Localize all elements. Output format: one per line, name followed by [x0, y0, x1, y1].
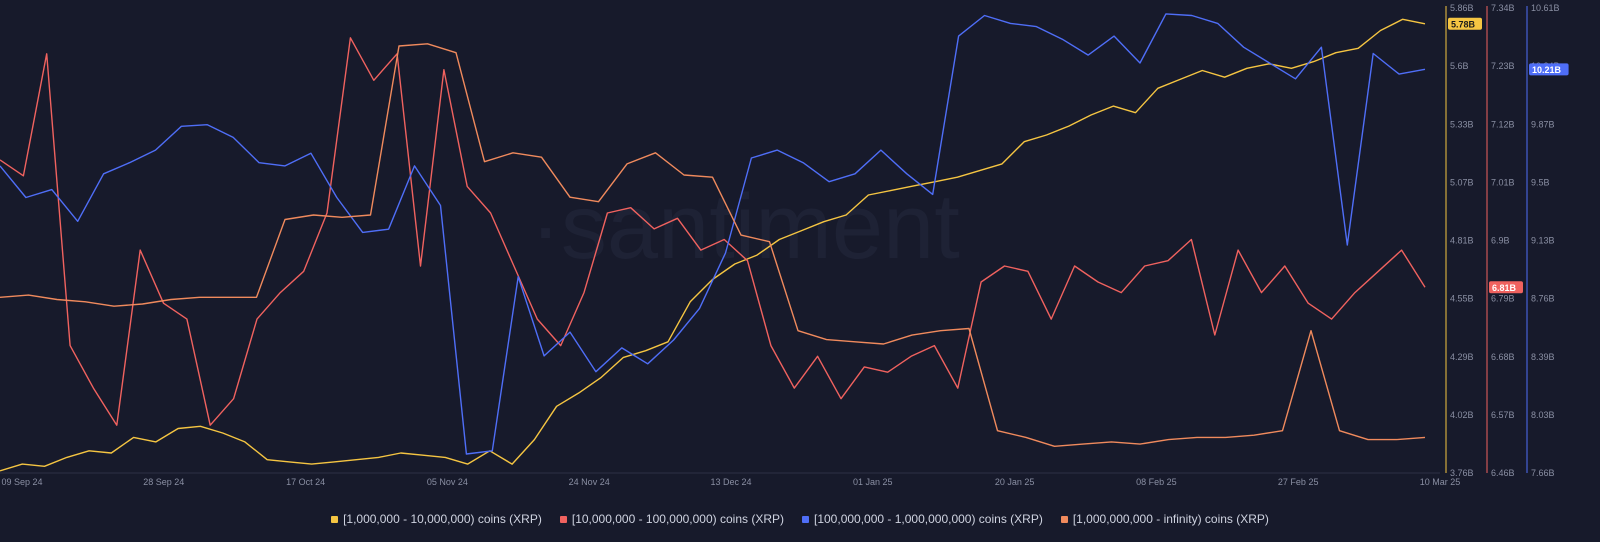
x-tick-label: 27 Feb 25	[1278, 477, 1319, 487]
x-tick-label: 24 Nov 24	[569, 477, 610, 487]
y-tick-label: 9.87B	[1531, 119, 1555, 129]
legend-item[interactable]: [100,000,000 - 1,000,000,000) coins (XRP…	[802, 512, 1043, 526]
current-value-label: 6.81B	[1492, 283, 1517, 293]
y-tick-label: 3.76B	[1450, 468, 1474, 478]
y-tick-label: 7.12B	[1491, 119, 1515, 129]
y-tick-label: 6.57B	[1491, 410, 1515, 420]
y-tick-label: 8.03B	[1531, 410, 1555, 420]
y-tick-label: 6.46B	[1491, 468, 1515, 478]
series-line	[0, 37, 1426, 426]
y-tick-label: 7.34B	[1491, 3, 1515, 13]
y-tick-label: 4.81B	[1450, 236, 1474, 246]
x-tick-label: 05 Nov 24	[427, 477, 468, 487]
series-line	[0, 13, 1426, 455]
x-tick-label: 20 Jan 25	[995, 477, 1035, 487]
series-line	[0, 43, 1426, 447]
y-tick-label: 4.55B	[1450, 294, 1474, 304]
current-value-label: 10.21B	[1532, 65, 1562, 75]
y-tick-label: 4.29B	[1450, 352, 1474, 362]
y-tick-label: 8.39B	[1531, 352, 1555, 362]
y-tick-label: 6.79B	[1491, 294, 1515, 304]
legend-label: [1,000,000 - 10,000,000) coins (XRP)	[343, 512, 542, 526]
watermark: ·santiment	[530, 176, 960, 278]
y-tick-label: 6.68B	[1491, 352, 1515, 362]
x-tick-label: 01 Jan 25	[853, 477, 893, 487]
y-tick-label: 5.33B	[1450, 119, 1474, 129]
y-tick-label: 7.66B	[1531, 468, 1555, 478]
legend-swatch	[331, 515, 339, 523]
current-value-badge	[1448, 17, 1482, 30]
x-tick-label: 28 Sep 24	[143, 477, 184, 487]
x-tick-label: 13 Dec 24	[710, 477, 751, 487]
legend-label: [1,000,000,000 - infinity) coins (XRP)	[1072, 512, 1269, 526]
current-value-badge	[1529, 63, 1569, 76]
legend-swatch	[559, 515, 567, 523]
current-value-badge	[1489, 281, 1523, 294]
legend-item[interactable]: [1,000,000,000 - infinity) coins (XRP)	[1060, 512, 1269, 526]
legend-swatch	[1060, 515, 1068, 523]
y-tick-label: 9.5B	[1531, 177, 1550, 187]
legend-item[interactable]: [1,000,000 - 10,000,000) coins (XRP)	[331, 512, 542, 526]
y-tick-label: 4.02B	[1450, 410, 1474, 420]
y-tick-label: 9.13B	[1531, 236, 1555, 246]
x-tick-label: 08 Feb 25	[1136, 477, 1177, 487]
legend-swatch	[802, 515, 809, 523]
legend: [1,000,000 - 10,000,000) coins (XRP) [10,…	[0, 512, 1600, 526]
y-tick-label: 5.07B	[1450, 177, 1474, 187]
legend-label: [100,000,000 - 1,000,000,000) coins (XRP…	[814, 512, 1043, 526]
y-tick-label: 5.86B	[1450, 3, 1474, 13]
y-tick-label: 7.01B	[1491, 177, 1515, 187]
y-tick-label: 8.76B	[1531, 294, 1555, 304]
current-value-label: 5.78B	[1451, 19, 1476, 29]
legend-label: [10,000,000 - 100,000,000) coins (XRP)	[571, 512, 784, 526]
x-tick-label: 17 Oct 24	[286, 477, 325, 487]
y-tick-label: 5.6B	[1450, 61, 1469, 71]
x-tick-label: 10 Mar 25	[1420, 477, 1461, 487]
legend-item[interactable]: [10,000,000 - 100,000,000) coins (XRP)	[559, 512, 784, 526]
x-tick-label: 09 Sep 24	[1, 477, 42, 487]
y-tick-label: 10.61B	[1531, 3, 1560, 13]
y-tick-label: 7.23B	[1491, 61, 1515, 71]
y-tick-label: 6.9B	[1491, 236, 1510, 246]
